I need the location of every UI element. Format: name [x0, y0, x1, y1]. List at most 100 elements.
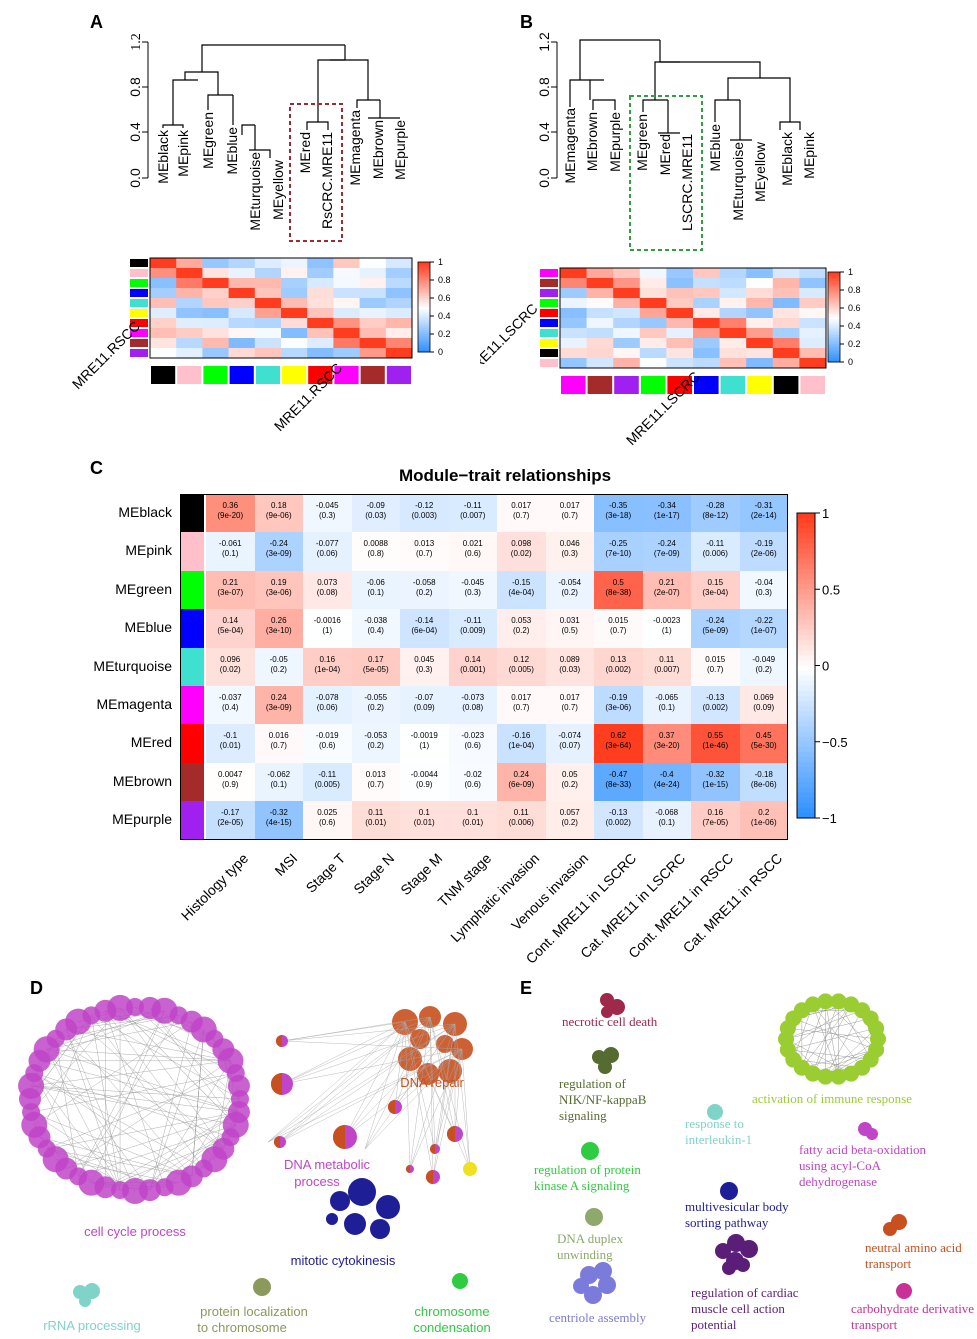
d-edge	[409, 1016, 431, 1170]
b-heat-cell	[719, 298, 747, 309]
b-heat-cell	[586, 328, 614, 339]
c-cell-pvalue: (0.9)	[416, 779, 433, 789]
c-cell-pvalue: (0.2)	[561, 779, 578, 789]
c-cell: -0.045 (0.3)	[448, 570, 497, 610]
b-heat-legend-step	[828, 355, 840, 358]
c-cell-value: -0.05	[269, 654, 288, 664]
c-cell: -0.19 (2e-06)	[739, 532, 788, 571]
c-cell: 0.016 (0.7)	[254, 724, 303, 763]
d-edge	[31, 1072, 236, 1113]
c-cell-value: -0.07	[415, 693, 434, 702]
a-leaf-9: MEbrown	[370, 120, 386, 179]
b-heat-cell	[613, 318, 641, 329]
c-legend-step	[797, 614, 815, 621]
a-heat-cell	[254, 278, 282, 289]
c-cell-value: 0.12	[513, 654, 530, 664]
c-cell-value: -0.073	[461, 693, 485, 702]
c-cell-value: 0.11	[513, 808, 529, 818]
a-heat-cell	[228, 328, 256, 339]
d-edge	[119, 1111, 240, 1191]
b-heat-col-swatch	[800, 376, 825, 394]
a-heat-cell	[307, 258, 334, 269]
panel-a-letter: A	[90, 12, 103, 32]
b-heat-cell	[719, 278, 747, 289]
a-heat-legend-step	[418, 304, 430, 308]
e-node-fatty	[866, 1128, 878, 1140]
c-cell-value: 0.031	[559, 616, 580, 626]
b-heat-side-label: MRE11.LSCRC	[480, 300, 541, 380]
b-heat-cell	[799, 308, 827, 319]
b-heat-cell	[586, 268, 614, 279]
d-edge	[149, 1060, 231, 1191]
c-cell-value: 0.098	[511, 539, 532, 549]
c-cell-pvalue: (0.08)	[316, 587, 338, 597]
a-heat-cell	[359, 268, 387, 279]
c-cell-pvalue: (1e-07)	[750, 626, 777, 636]
c-cell-value: 0.55	[707, 731, 724, 741]
c-cell-pvalue: (7e-05)	[702, 818, 729, 828]
c-row-label: MEmagenta	[96, 696, 172, 712]
b-heat-legend-step	[828, 328, 840, 331]
c-cell-pvalue: (5e-30)	[750, 741, 777, 751]
d-edge	[364, 1023, 456, 1150]
b-heat-legend-step	[828, 299, 840, 302]
c-cell-value: -0.0023	[653, 616, 681, 626]
d-label-dna-repair: DNA repair	[400, 1075, 464, 1090]
a-heat-legend-step	[418, 298, 430, 301]
a-heat-cell	[281, 278, 308, 289]
c-cell: -0.038 (0.4)	[351, 609, 400, 648]
c-cell-pvalue: (0.3)	[416, 664, 433, 674]
b-heat-legend-step	[828, 323, 840, 327]
a-heat-cell	[359, 278, 387, 289]
e-node-necrotic	[601, 1006, 613, 1018]
e-label: activation of immune response	[752, 1091, 912, 1106]
c-row-swatch	[180, 801, 204, 840]
c-cell-value: -0.053	[364, 731, 388, 741]
c-cell-value: -0.054	[558, 577, 582, 587]
b-heat-legend-step	[828, 348, 840, 352]
d-node-mitotic	[376, 1195, 400, 1219]
c-cell-value: -0.24	[657, 539, 676, 549]
a-heat-cell	[333, 278, 360, 289]
c-cell-value: 0.013	[414, 539, 435, 549]
a-dendrogram	[162, 44, 400, 158]
b-heat-row-swatch	[540, 269, 558, 277]
d-edge	[66, 1029, 121, 1191]
a-heat-cell	[385, 278, 413, 289]
c-cell: 0.14 (0.001)	[448, 647, 497, 686]
a-heat-cell	[385, 308, 413, 319]
c-cell-value: 0.37	[658, 731, 675, 741]
b-heat-row-swatch	[540, 359, 558, 367]
b-heat-cell	[586, 278, 614, 289]
c-cell-pvalue: (0.7)	[416, 549, 433, 559]
c-cell-pvalue: (0.02)	[510, 549, 532, 559]
c-cell-pvalue: (5e-05)	[362, 664, 389, 674]
a-heat-legend-step	[418, 291, 430, 294]
d-node-cell-cycle	[107, 994, 134, 1021]
a-heat-cell	[385, 318, 413, 329]
b-heat-row-swatch	[540, 339, 558, 347]
c-cell-pvalue: (0.01)	[413, 818, 435, 828]
c-cell: 0.21 (2e-07)	[642, 570, 691, 610]
b-heat-cell	[560, 308, 587, 319]
c-legend-step	[797, 696, 815, 702]
b-heat-cell	[746, 268, 774, 279]
d-node-cell-cycle	[126, 998, 144, 1016]
b-heatmap: 1 0.8 0.6 0.4 0.2 0	[540, 267, 861, 394]
d-edge	[39, 1060, 239, 1113]
c-cell-value: 0.26	[270, 616, 287, 626]
d-edge	[409, 1048, 463, 1170]
e-label: multivesicular body sorting pathway	[685, 1199, 789, 1230]
d-edge	[46, 1148, 192, 1177]
b-leaf-7: MEturquoise	[730, 142, 746, 221]
c-cell-pvalue: (0.7)	[270, 741, 287, 751]
c-legend-step	[797, 726, 815, 733]
c-legend-step	[797, 543, 815, 550]
c-cell-pvalue: (2e-14)	[750, 511, 777, 520]
c-cell-value: 0.2	[758, 808, 770, 818]
e-node-necrotic	[609, 999, 625, 1015]
c-cell-value: 0.24	[513, 769, 530, 779]
c-cell-value: -0.09	[366, 501, 385, 510]
d-edge	[39, 1137, 192, 1177]
c-cell-pvalue: (0.1)	[270, 779, 287, 789]
